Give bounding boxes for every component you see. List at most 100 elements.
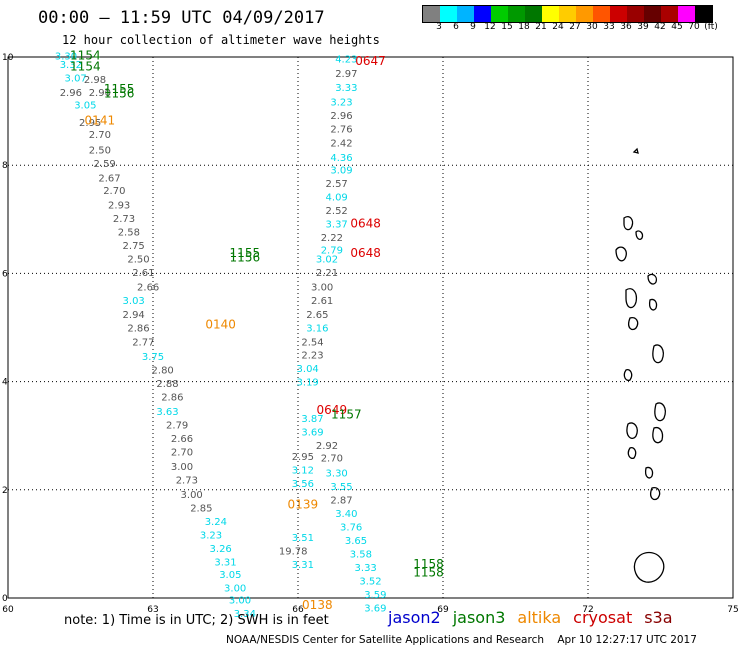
wave-height-value: 2.54 xyxy=(301,337,323,348)
lat-tick-label: 2 xyxy=(2,486,8,496)
wave-height-value: 3.75 xyxy=(142,352,164,363)
pass-time-label: 1156 xyxy=(230,250,261,264)
wave-height-value: 3.00 xyxy=(171,462,193,473)
color-swatch xyxy=(440,6,457,22)
color-swatch xyxy=(627,6,644,22)
wave-height-value: 2.88 xyxy=(156,379,178,390)
legend-altika: altika xyxy=(517,608,562,627)
legend-jason3: jason3 xyxy=(452,608,506,627)
color-scale-labels: 3 6 9 12 15 18 21 24 27 30 33 36 39 42 45 70 (ft) xyxy=(422,22,740,34)
wave-height-value: 3.33 xyxy=(335,83,357,94)
wave-height-value: 2.67 xyxy=(98,173,120,184)
color-swatch xyxy=(491,6,508,22)
color-swatch xyxy=(593,6,610,22)
wave-height-value: 3.12 xyxy=(292,466,314,477)
lat-tick-label: 6 xyxy=(2,269,8,279)
wave-height-value: 3.33 xyxy=(355,563,377,574)
color-scale-label: 27 xyxy=(569,22,581,32)
lon-tick-label: 69 xyxy=(437,605,449,615)
color-scale-label: 24 xyxy=(552,22,564,32)
wave-height-value: 3.69 xyxy=(301,428,323,439)
wave-height-value: 2.66 xyxy=(137,283,159,294)
wave-height-value: 2.95 xyxy=(79,118,101,129)
wave-height-value: 2.80 xyxy=(152,365,174,376)
legend-s3a: s3a xyxy=(644,608,673,627)
wave-height-value: 2.96 xyxy=(60,88,82,99)
color-swatch xyxy=(576,6,593,22)
wave-height-value: 3.87 xyxy=(301,414,323,425)
wave-height-value: 3.31 xyxy=(292,560,314,571)
color-scale-label: 70 xyxy=(688,22,700,32)
wave-height-value: 2.59 xyxy=(94,159,116,170)
island-outline xyxy=(623,216,634,231)
island-outline xyxy=(648,298,658,311)
color-swatch xyxy=(542,6,559,22)
wave-height-value: 3.51 xyxy=(292,533,314,544)
lon-tick-label: 60 xyxy=(2,605,14,615)
lon-tick-label: 72 xyxy=(582,605,593,615)
color-swatch xyxy=(525,6,542,22)
wave-height-value: 3.30 xyxy=(326,468,348,479)
color-swatch xyxy=(644,6,661,22)
color-scale-label: 21 xyxy=(535,22,547,32)
island-outline xyxy=(650,486,661,501)
wave-height-value: 3.65 xyxy=(345,536,367,547)
island-outline xyxy=(628,316,639,331)
wave-height-value: 3.00 xyxy=(224,584,246,595)
wave-height-value: 2.73 xyxy=(113,214,135,225)
wave-height-value: 3.23 xyxy=(200,530,222,541)
wave-height-value: 3.55 xyxy=(330,482,352,493)
wave-height-value: 3.32 xyxy=(60,60,82,71)
wave-height-value: 2.77 xyxy=(132,337,154,348)
wave-height-value: 2.50 xyxy=(89,145,111,156)
wave-height-value: 3.00 xyxy=(181,490,203,501)
lon-tick-label: 66 xyxy=(292,605,304,615)
credit-line: NOAA/NESDIS Center for Satellite Applica… xyxy=(226,634,697,646)
wave-height-value: 2.61 xyxy=(311,296,333,307)
color-scale-label: 3 xyxy=(436,22,442,32)
color-scale-label: 45 xyxy=(671,22,683,32)
pass-time-label: 1158 xyxy=(413,565,444,579)
wave-height-value: 4.09 xyxy=(326,192,348,203)
color-swatch xyxy=(661,6,678,22)
wave-height-value: 3.07 xyxy=(65,73,87,84)
island-outline xyxy=(652,344,664,364)
color-scale-label: 33 xyxy=(603,22,615,32)
island-outline xyxy=(625,288,638,309)
wave-height-value: 3.23 xyxy=(330,98,352,109)
color-swatch xyxy=(457,6,474,22)
lat-tick-label: 0 xyxy=(2,594,8,604)
color-scale-label: 9 xyxy=(470,22,476,32)
wave-height-value: 3.76 xyxy=(340,522,362,533)
wave-height-value: 2.42 xyxy=(330,138,352,149)
pass-time-label: 0648 xyxy=(350,216,381,230)
wave-height-value: 4.36 xyxy=(330,153,352,164)
lon-tick-label: 75 xyxy=(727,605,738,615)
wave-height-value: 2.70 xyxy=(103,186,125,197)
island-outline xyxy=(632,147,639,154)
map-title: 00:00 – 11:59 UTC 04/09/2017 xyxy=(38,8,325,28)
color-scale-bar xyxy=(422,5,713,23)
wave-height-value: 2.23 xyxy=(301,350,323,361)
color-swatch xyxy=(695,6,712,22)
wave-height-value: 3.04 xyxy=(297,364,319,375)
color-scale-label: (ft) xyxy=(704,22,718,32)
wave-height-value: 3.40 xyxy=(335,509,357,520)
color-scale-label: 18 xyxy=(518,22,530,32)
island-outline xyxy=(627,446,637,460)
wave-height-value: 2.70 xyxy=(89,130,111,141)
island-outline xyxy=(654,402,666,422)
wave-height-value: 2.90 xyxy=(89,88,111,99)
pass-time-label: 0649 xyxy=(317,403,348,417)
lon-tick-label: 63 xyxy=(147,605,158,615)
island-outline xyxy=(615,246,627,262)
color-scale-label: 6 xyxy=(453,22,459,32)
island-outline xyxy=(652,426,664,444)
pass-time-label: 0140 xyxy=(205,318,236,332)
wave-height-value: 2.70 xyxy=(171,448,193,459)
wave-height-value: 2.93 xyxy=(108,200,130,211)
wave-height-value: 2.58 xyxy=(118,228,140,239)
wave-height-value: 2.79 xyxy=(321,245,343,256)
wave-height-value: 2.85 xyxy=(190,503,212,514)
